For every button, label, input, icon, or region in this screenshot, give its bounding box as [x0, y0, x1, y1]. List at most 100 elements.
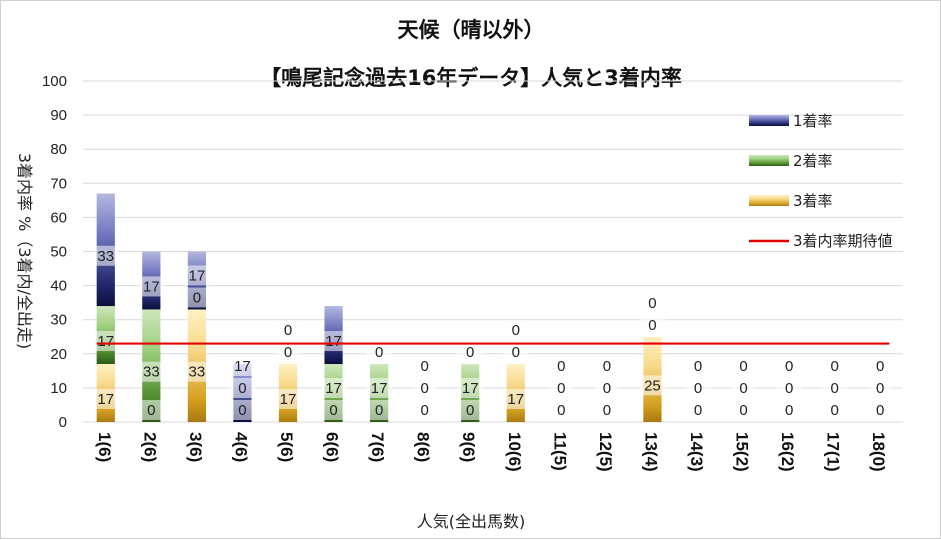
x-axis-title: 人気(全出馬数) — [417, 512, 526, 531]
data-label: 0 — [830, 380, 838, 397]
gradient-bar-icon — [749, 195, 789, 206]
data-label: 17 — [325, 380, 342, 397]
legend-item: 2着率 — [749, 152, 833, 170]
data-label: 0 — [739, 380, 747, 397]
data-label: 0 — [329, 402, 337, 419]
data-label: 0 — [603, 358, 611, 375]
data-label: 17 — [143, 278, 160, 295]
data-label-bg — [229, 378, 256, 398]
y-tick-label: 80 — [50, 141, 67, 158]
data-label: 0 — [785, 358, 793, 375]
data-label-bg — [275, 342, 301, 363]
data-label: 0 — [876, 402, 884, 419]
data-label: 0 — [694, 358, 702, 375]
data-label-bg — [730, 400, 757, 420]
data-label: 0 — [238, 402, 246, 419]
data-label-bg — [867, 400, 894, 420]
x-tick-label: 1(6) — [95, 432, 114, 462]
x-tick-label: 10(6) — [505, 432, 524, 472]
y-axis-title: 3着内率 %（3着内/全出走) — [15, 153, 34, 349]
data-label: 0 — [557, 402, 565, 419]
y-tick-label: 60 — [50, 209, 67, 226]
data-label-bg — [776, 400, 803, 420]
legend-item: 3着内率期待値 — [749, 232, 893, 250]
x-tick-label: 8(6) — [414, 432, 433, 462]
data-label-bg — [320, 331, 347, 352]
data-label: 0 — [420, 402, 428, 419]
data-label: 0 — [785, 402, 793, 419]
data-label-bg — [411, 356, 438, 376]
y-tick-label: 0 — [59, 414, 67, 431]
data-label: 0 — [375, 344, 383, 361]
data-label: 0 — [238, 380, 246, 397]
data-label-bg — [366, 342, 393, 363]
data-label-bg — [366, 400, 393, 420]
data-label: 17 — [325, 333, 342, 350]
data-label: 0 — [512, 344, 520, 361]
data-label: 0 — [694, 402, 702, 419]
legend-label: 3着内率期待値 — [793, 232, 893, 250]
data-label: 0 — [876, 380, 884, 397]
legend-item: 3着率 — [749, 192, 833, 210]
data-label: 0 — [466, 402, 474, 419]
data-label-bg — [457, 378, 484, 398]
x-tick-label: 13(4) — [641, 432, 660, 472]
data-label: 0 — [739, 358, 747, 375]
data-label: 0 — [193, 289, 201, 306]
y-tick-label: 70 — [50, 175, 67, 192]
x-tick-label: 16(2) — [778, 432, 797, 472]
data-label-bg — [685, 356, 711, 376]
data-label: 33 — [189, 364, 206, 381]
data-label-bg — [138, 400, 165, 420]
data-label-bg — [639, 292, 666, 313]
data-label-bg — [867, 378, 894, 398]
data-label-bg — [639, 314, 666, 335]
data-label-bg — [320, 400, 347, 420]
y-tick-label: 50 — [50, 244, 67, 261]
legend-item: 1着率 — [749, 112, 833, 130]
x-tick-label: 7(6) — [368, 432, 387, 462]
data-label: 0 — [420, 358, 428, 375]
x-tick-label: 2(6) — [140, 432, 159, 462]
x-tick-label: 18(0) — [869, 432, 888, 472]
data-label-bg — [92, 389, 119, 410]
data-label-bg — [183, 287, 210, 308]
data-label-bg — [183, 265, 210, 286]
x-tick-label: 5(6) — [277, 432, 296, 462]
x-tick-label: 11(5) — [550, 432, 569, 471]
data-label-bg — [366, 378, 393, 398]
y-tick-label: 40 — [50, 278, 67, 295]
data-label: 0 — [375, 402, 383, 419]
data-label-bg — [92, 331, 119, 352]
data-label-bg — [730, 378, 757, 398]
legend-label: 2着率 — [793, 152, 833, 170]
data-label-bg — [320, 378, 347, 398]
data-label-bg — [502, 342, 529, 363]
data-label: 0 — [648, 317, 656, 334]
data-label-bg — [685, 378, 711, 398]
y-tick-label: 30 — [50, 312, 67, 329]
data-label: 25 — [644, 377, 661, 394]
data-label: 0 — [557, 358, 565, 375]
data-label-bg — [639, 375, 666, 396]
gradient-bar-icon — [749, 115, 789, 126]
data-label: 0 — [648, 295, 656, 312]
data-label: 17 — [280, 391, 297, 408]
y-tick-label: 100 — [42, 73, 67, 90]
data-label-bg — [229, 356, 256, 376]
y-ticks-layer: 0 10 20 30 40 50 60 70 80 90 100 — [42, 73, 67, 431]
x-tick-label: 3(6) — [186, 432, 205, 462]
data-label: 0 — [785, 380, 793, 397]
legend-label: 1着率 — [793, 112, 833, 130]
x-tick-label: 14(3) — [687, 432, 706, 472]
data-label-bg — [821, 378, 848, 398]
y-tick-label: 20 — [50, 346, 67, 363]
data-label-bg — [183, 361, 210, 382]
data-label-bg — [275, 320, 301, 341]
data-label-bg — [229, 400, 256, 420]
data-label: 17 — [97, 391, 114, 408]
data-label-bg — [138, 276, 165, 297]
x-tick-label: 6(6) — [323, 432, 342, 462]
